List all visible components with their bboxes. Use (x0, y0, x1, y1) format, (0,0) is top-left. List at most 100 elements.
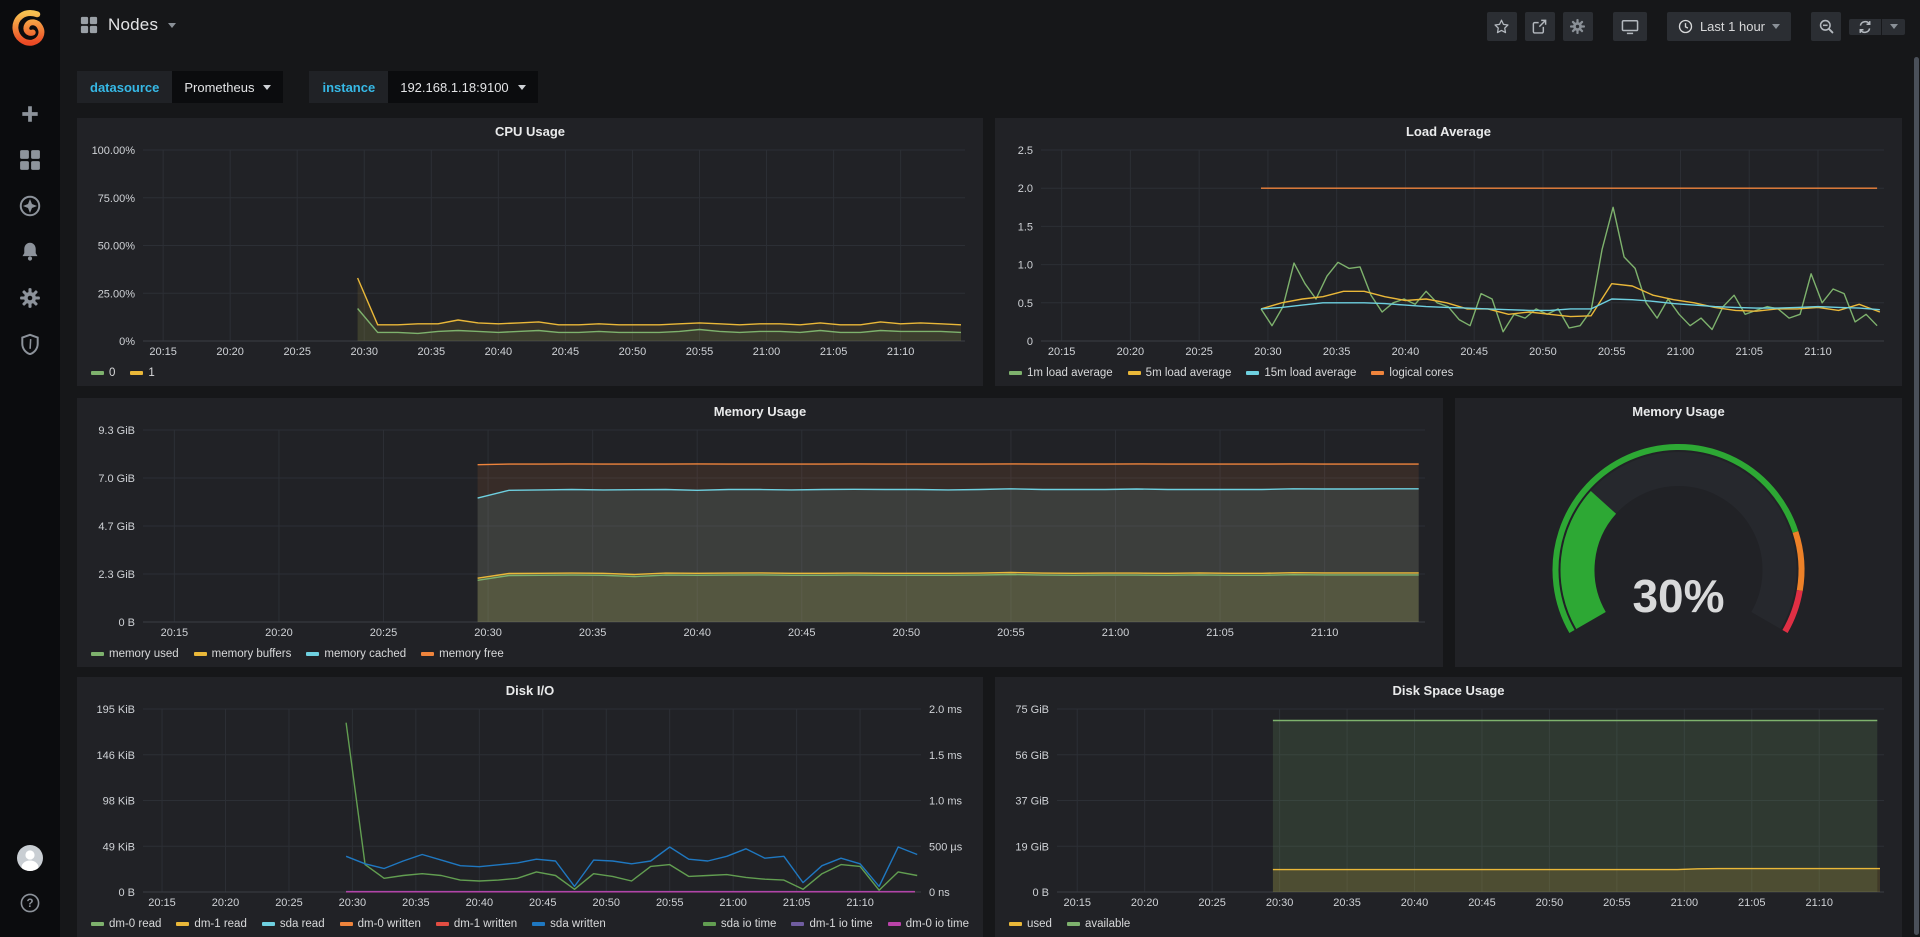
svg-text:?: ? (26, 898, 33, 910)
legend-label: 1 (148, 367, 154, 379)
svg-text:50.00%: 50.00% (98, 241, 136, 253)
panel-title[interactable]: Load Average (995, 118, 1902, 144)
svg-text:4.7 GiB: 4.7 GiB (98, 521, 135, 533)
title-caret-icon (168, 23, 176, 28)
memory-gauge[interactable]: 30% (1455, 424, 1902, 667)
legend-swatch (91, 371, 104, 375)
star-button[interactable] (1487, 12, 1517, 41)
svg-text:20:55: 20:55 (997, 627, 1025, 639)
legend-item[interactable]: 0 (91, 367, 115, 379)
svg-text:20:20: 20:20 (1117, 346, 1145, 358)
legend-item[interactable]: sda read (262, 918, 325, 930)
svg-text:21:00: 21:00 (753, 346, 781, 358)
legend-label: used (1027, 918, 1052, 930)
legend-item[interactable]: logical cores (1371, 367, 1453, 379)
legend-item[interactable]: 15m load average (1246, 367, 1356, 379)
chart-area[interactable]: 20:1520:2020:2520:3020:3520:4020:4520:50… (1001, 703, 1896, 911)
legend-item[interactable]: memory buffers (194, 648, 292, 660)
legend-item[interactable]: 5m load average (1128, 367, 1232, 379)
legend-item[interactable]: dm-0 written (340, 918, 421, 930)
legend-item[interactable]: memory free (421, 648, 504, 660)
svg-text:20:55: 20:55 (686, 346, 714, 358)
server-admin-icon[interactable] (19, 333, 41, 355)
variable-datasource-value[interactable]: Prometheus (172, 71, 283, 103)
clock-icon (1678, 19, 1693, 34)
svg-text:20:30: 20:30 (1266, 897, 1294, 909)
configuration-icon[interactable] (19, 287, 41, 309)
chart-area[interactable]: 20:1520:2020:2520:3020:3520:4020:4520:50… (83, 703, 977, 911)
svg-text:0 B: 0 B (118, 887, 135, 899)
panel-memory-usage-graph: Memory Usage 20:1520:2020:2520:3020:3520… (77, 398, 1443, 667)
svg-text:20:45: 20:45 (1460, 346, 1488, 358)
svg-text:20:35: 20:35 (1323, 346, 1351, 358)
legend-item[interactable]: sda io time (703, 918, 777, 930)
panel-title[interactable]: Memory Usage (77, 398, 1443, 424)
legend-item[interactable]: dm-1 io time (791, 918, 872, 930)
legend-item[interactable]: dm-1 read (176, 918, 246, 930)
legend: memory used memory buffers memory cached me… (91, 645, 1429, 663)
panel-disk-io: Disk I/O 20:1520:2020:2520:3020:3520:402… (77, 677, 983, 937)
legend-item[interactable]: sda written (532, 918, 606, 930)
svg-text:21:00: 21:00 (1667, 346, 1695, 358)
svg-text:20:30: 20:30 (1254, 346, 1282, 358)
legend-item[interactable]: 1m load average (1009, 367, 1113, 379)
svg-text:20:15: 20:15 (148, 897, 176, 909)
share-button[interactable] (1525, 12, 1555, 41)
legend-label: available (1085, 918, 1130, 930)
svg-text:500 µs: 500 µs (929, 841, 963, 853)
explore-icon[interactable] (19, 195, 41, 217)
refresh-button[interactable] (1849, 19, 1881, 35)
svg-text:56 GiB: 56 GiB (1015, 750, 1049, 762)
svg-text:0%: 0% (119, 336, 135, 348)
zoom-out-button[interactable] (1811, 12, 1841, 41)
panel-title[interactable]: Memory Usage (1455, 398, 1902, 424)
help-icon[interactable]: ? (20, 893, 40, 913)
dashboard-title-group[interactable]: Nodes (80, 15, 176, 35)
settings-button[interactable] (1563, 12, 1593, 41)
svg-text:20:35: 20:35 (579, 627, 607, 639)
svg-text:20:35: 20:35 (1333, 897, 1361, 909)
cycle-view-mode-button[interactable] (1613, 12, 1647, 41)
panel-title[interactable]: Disk Space Usage (995, 677, 1902, 703)
svg-text:9.3 GiB: 9.3 GiB (98, 425, 135, 437)
grafana-logo[interactable] (10, 7, 50, 47)
chart-area[interactable]: 20:1520:2020:2520:3020:3520:4020:4520:50… (83, 424, 1437, 641)
svg-text:0.5: 0.5 (1018, 298, 1033, 310)
legend-label: dm-0 written (358, 918, 421, 930)
legend-swatch (194, 652, 207, 656)
svg-text:21:10: 21:10 (1311, 627, 1339, 639)
legend-item[interactable]: dm-0 read (91, 918, 161, 930)
svg-text:20:45: 20:45 (1468, 897, 1496, 909)
panel-title[interactable]: CPU Usage (77, 118, 983, 144)
legend-item[interactable]: dm-0 io time (888, 918, 969, 930)
panel-title[interactable]: Disk I/O (77, 677, 983, 703)
time-range-picker[interactable]: Last 1 hour (1667, 12, 1791, 41)
chart-area[interactable]: 20:1520:2020:2520:3020:3520:4020:4520:50… (83, 144, 977, 360)
alerting-icon[interactable] (19, 241, 41, 263)
legend-item[interactable]: memory cached (306, 648, 406, 660)
refresh-interval-dropdown[interactable] (1881, 19, 1905, 35)
panel-disk-space-usage: Disk Space Usage 20:1520:2020:2520:3020:… (995, 677, 1902, 937)
svg-text:19 GiB: 19 GiB (1015, 841, 1049, 853)
legend-swatch (421, 652, 434, 656)
page-scrollbar[interactable] (1914, 57, 1919, 935)
legend-item[interactable]: available (1067, 918, 1130, 930)
dashboards-icon[interactable] (19, 149, 41, 171)
svg-text:20:25: 20:25 (275, 897, 303, 909)
chart-area[interactable]: 20:1520:2020:2520:3020:3520:4020:4520:50… (1001, 144, 1896, 360)
tv-icon (1621, 19, 1639, 35)
svg-text:20:45: 20:45 (788, 627, 816, 639)
svg-text:20:55: 20:55 (1598, 346, 1626, 358)
legend-item[interactable]: memory used (91, 648, 179, 660)
legend-item[interactable]: used (1009, 918, 1052, 930)
legend-item[interactable]: dm-1 written (436, 918, 517, 930)
legend-label: memory cached (324, 648, 406, 660)
svg-text:20:20: 20:20 (1131, 897, 1159, 909)
legend-label: memory used (109, 648, 179, 660)
create-icon[interactable] (19, 103, 41, 125)
variable-instance-value[interactable]: 192.168.1.18:9100 (388, 71, 537, 103)
svg-text:2.0: 2.0 (1018, 183, 1033, 195)
svg-text:195 KiB: 195 KiB (96, 704, 135, 716)
user-avatar[interactable] (17, 845, 43, 871)
legend-item[interactable]: 1 (130, 367, 154, 379)
